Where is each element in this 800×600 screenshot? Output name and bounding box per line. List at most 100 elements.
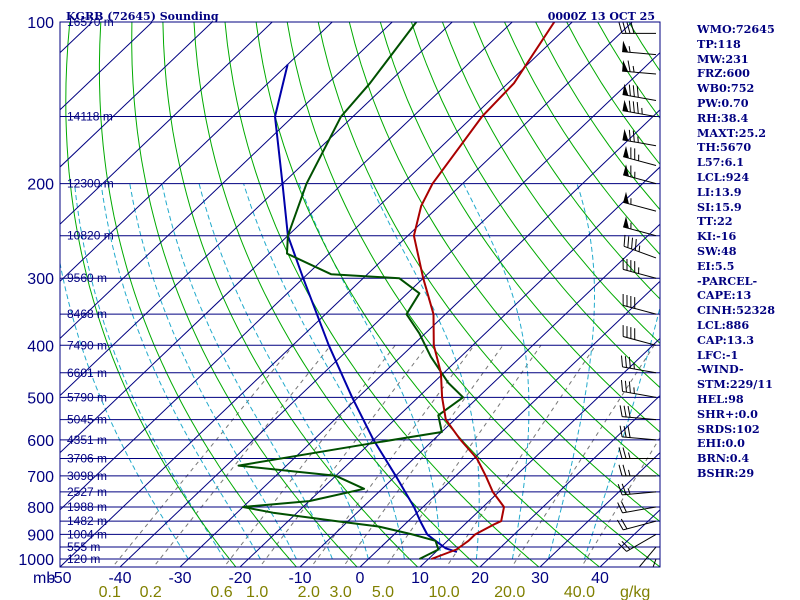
dry-adiabat <box>224 22 540 567</box>
index-line: CAPE:13 <box>697 288 752 303</box>
index-line: SW:48 <box>697 243 737 258</box>
dry-adiabat <box>473 22 660 300</box>
wind-barb <box>622 325 657 346</box>
mixing-ratio-label: 10.0 <box>429 584 460 600</box>
parcel-trace-line <box>274 64 458 553</box>
pressure-tick-label: 900 <box>27 527 54 544</box>
moist-adiabat <box>243 183 405 560</box>
dry-adiabat <box>379 22 660 433</box>
index-line: FRZ:600 <box>697 66 750 81</box>
wind-barb <box>618 533 657 552</box>
isotherm-line <box>60 22 513 454</box>
wind-barb <box>623 216 657 237</box>
mixing-ratio-line <box>152 344 332 567</box>
wind-barb <box>618 22 656 34</box>
index-line: -WIND- <box>697 362 744 377</box>
sounding-time: 0000Z 13 OCT 25 <box>548 10 655 23</box>
index-line: MW:231 <box>697 51 749 66</box>
height-label: 3706 m <box>67 452 107 466</box>
dry-adiabat <box>504 22 660 256</box>
index-line: SRDS:102 <box>697 421 760 436</box>
height-label: 1482 m <box>67 514 107 528</box>
index-line: LCL:886 <box>697 317 750 332</box>
mixing-ratio-unit-label: g/kg <box>620 584 650 600</box>
isotherm-line <box>299 223 660 567</box>
mixing-ratio-line <box>259 345 428 567</box>
dry-adiabat <box>317 22 660 523</box>
wind-barb <box>623 191 657 212</box>
isotherm-line <box>179 109 660 567</box>
wind-barb <box>622 83 657 101</box>
mixing-ratio-label: 3.0 <box>330 584 352 600</box>
wind-barb <box>623 146 657 166</box>
pressure-tick-label: 200 <box>27 177 54 194</box>
wind-barb <box>618 464 656 477</box>
dry-adiabat <box>162 22 419 567</box>
height-label: 5790 m <box>67 390 107 404</box>
index-line: EHI:0.0 <box>697 436 745 451</box>
index-line: STM:229/11 <box>697 377 773 392</box>
pressure-tick-label: 800 <box>27 500 54 517</box>
isotherm-line <box>60 22 213 168</box>
index-line: CINH:52328 <box>697 303 775 318</box>
mixing-ratio-label: 0.2 <box>140 584 162 600</box>
wind-barb <box>622 129 657 147</box>
isotherm-line <box>60 22 333 282</box>
height-label: 10820 m <box>67 229 114 243</box>
dry-adiabat <box>348 22 660 478</box>
dewpoint-line <box>237 22 465 560</box>
wind-barb <box>619 425 657 441</box>
index-line: WMO:72645 <box>697 22 775 36</box>
mixing-ratio-label: 40.0 <box>564 584 595 600</box>
wind-barb <box>622 40 657 56</box>
wind-barb <box>619 405 657 421</box>
index-line: L57:6.1 <box>697 155 745 170</box>
pressure-tick-label: 100 <box>27 15 54 32</box>
dry-adiabat <box>131 22 358 567</box>
isotherm-line <box>119 52 660 567</box>
temperature-tick-label: -50 <box>48 570 71 587</box>
height-label: 555 m <box>67 540 100 554</box>
mixing-ratio-line <box>342 345 504 567</box>
temperature-tick-label: -10 <box>288 570 311 587</box>
isotherm-line <box>479 394 660 567</box>
temperature-tick-label: 10 <box>411 570 429 587</box>
height-label: 4351 m <box>67 433 107 447</box>
index-line: WB0:752 <box>697 81 755 96</box>
sounding-indices-panel: WMO:72645 TP:118 MW:231 FRZ:600 WB0:752 PW:0.… <box>697 22 800 481</box>
temperature-line <box>412 22 556 560</box>
index-line: CAP:13.3 <box>697 332 754 347</box>
isotherm-line <box>60 22 453 397</box>
wind-barb <box>623 164 657 185</box>
index-line: RH:38.4 <box>697 110 749 125</box>
temperature-tick-label: 20 <box>471 570 489 587</box>
isotherm-line <box>60 22 273 225</box>
height-label: 14118 m <box>67 110 113 124</box>
temperature-tick-label: 40 <box>591 570 609 587</box>
pressure-unit-label: mb <box>33 570 55 587</box>
pressure-tick-label: 600 <box>27 433 54 450</box>
height-label: 12300 m <box>67 177 114 191</box>
index-line: SI:15.9 <box>697 199 742 214</box>
isotherm-line <box>60 22 393 340</box>
height-label: 16570 m <box>67 15 114 29</box>
index-line: PW:0.70 <box>697 95 749 110</box>
mixing-ratio-line <box>580 436 660 567</box>
moist-adiabat <box>583 305 660 560</box>
pressure-tick-label: 300 <box>27 271 54 288</box>
index-line: -PARCEL- <box>697 273 758 288</box>
isotherm-line <box>419 337 660 567</box>
temperature-tick-label: -20 <box>228 570 251 587</box>
mixing-ratio-label: 2.0 <box>298 584 320 600</box>
station-title: KGRB (72645) Sounding <box>66 10 219 23</box>
index-line: BRN:0.4 <box>697 451 750 466</box>
mixing-ratio-label: 5.0 <box>372 584 394 600</box>
wind-barb <box>622 60 657 75</box>
plot-frame <box>59 21 661 568</box>
mixing-ratio-line <box>384 345 542 567</box>
height-label: 120 m <box>67 552 100 566</box>
isotherm-line <box>539 452 660 567</box>
wind-barb <box>631 546 657 567</box>
wind-barb <box>617 501 657 514</box>
height-label: 1004 m <box>67 527 107 541</box>
